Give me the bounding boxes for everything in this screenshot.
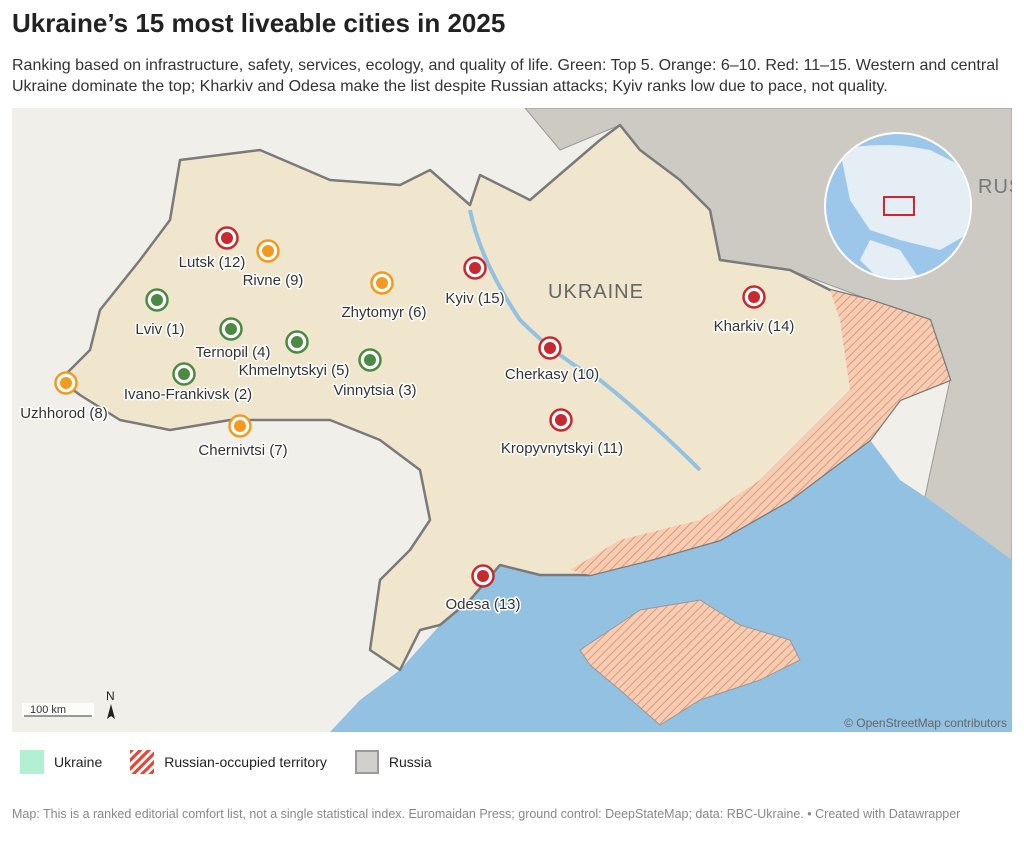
legend-swatch bbox=[354, 750, 379, 774]
city-marker bbox=[477, 570, 489, 582]
country-label: RUS bbox=[978, 176, 1012, 198]
city-label: Kharkiv (14) bbox=[714, 318, 795, 335]
legend-label: Russia bbox=[388, 754, 432, 770]
subtitle: Ranking based on infrastructure, safety,… bbox=[12, 57, 999, 95]
city-label: Uzhhorod (8) bbox=[20, 405, 108, 422]
city-label: Ternopil (4) bbox=[195, 344, 270, 361]
city-marker bbox=[60, 377, 72, 389]
attribution: © OpenStreetMap contributors bbox=[844, 716, 1007, 730]
occupied-east bbox=[570, 290, 950, 575]
map: 100 km N © OpenStreetMap contributors UK… bbox=[12, 108, 1012, 732]
city-marker bbox=[234, 420, 246, 432]
city-label: Rivne (9) bbox=[243, 272, 304, 289]
dnipro-river bbox=[468, 209, 702, 472]
city-label: Lviv (1) bbox=[135, 321, 184, 338]
city-label: Odesa (13) bbox=[445, 596, 520, 613]
city-label: Cherkasy (10) bbox=[505, 366, 599, 383]
city-label: Chernivtsi (7) bbox=[198, 442, 287, 459]
city-marker bbox=[748, 291, 760, 303]
crimea bbox=[579, 599, 801, 726]
legend-item: Ukraine bbox=[20, 750, 102, 774]
city-label: Kropyvnytskyi (11) bbox=[501, 440, 623, 457]
legend-item: Russia bbox=[354, 750, 432, 774]
city-label: Vinnytsia (3) bbox=[333, 382, 416, 399]
city-label: Zhytomyr (6) bbox=[341, 304, 426, 321]
scale-label: 100 km bbox=[30, 704, 66, 716]
city-marker bbox=[262, 245, 274, 257]
legend-label: Ukraine bbox=[54, 754, 103, 770]
city-marker bbox=[469, 262, 481, 274]
city-marker bbox=[364, 354, 376, 366]
city-marker bbox=[225, 323, 237, 335]
city-marker bbox=[178, 368, 190, 380]
city-label: Khmelnytskyi (5) bbox=[239, 362, 350, 379]
city-marker bbox=[544, 342, 556, 354]
sea bbox=[330, 440, 1012, 732]
inset-globe bbox=[824, 132, 972, 280]
country-label: UKRAINE bbox=[548, 281, 644, 303]
city-label: Lutsk (12) bbox=[179, 254, 246, 271]
city-marker bbox=[151, 294, 163, 306]
city-marker bbox=[555, 414, 567, 426]
title: Ukraine’s 15 most liveable cities in 202… bbox=[12, 8, 506, 38]
city-marker bbox=[291, 336, 303, 348]
legend: Ukraine Russian-occupied territory Russi… bbox=[20, 750, 432, 774]
legend-item: Russian-occupied territory bbox=[130, 750, 327, 774]
city-marker bbox=[221, 232, 233, 244]
legend-swatch bbox=[20, 750, 44, 774]
city-label: Kyiv (15) bbox=[445, 290, 504, 307]
city-label: Ivano-Frankivsk (2) bbox=[124, 386, 252, 403]
city-marker bbox=[376, 277, 388, 289]
footer: Map: This is a ranked editorial comfort … bbox=[12, 807, 961, 821]
legend-label: Russian-occupied territory bbox=[164, 754, 327, 770]
scale-bar: 100 km N bbox=[22, 689, 115, 719]
legend-swatch bbox=[130, 750, 155, 774]
north-label: N bbox=[106, 689, 115, 703]
